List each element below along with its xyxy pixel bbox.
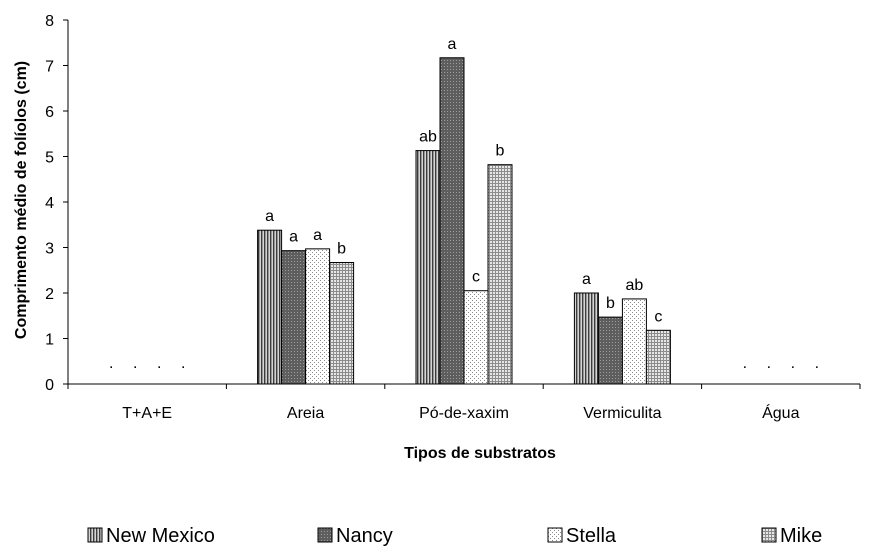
bar-data-label: . <box>743 355 747 372</box>
y-tick-label: 3 <box>45 241 54 258</box>
bar-stella <box>621 298 647 385</box>
bar-mike <box>487 164 513 385</box>
bar-stella <box>463 290 489 385</box>
bar-data-label: a <box>265 208 274 225</box>
y-tick-label: 8 <box>45 13 54 30</box>
bar-mike <box>329 262 355 385</box>
x-tick-label: Areia <box>287 405 324 422</box>
legend: New Mexico Nancy Stella Mike <box>87 525 822 547</box>
bar-stella <box>305 248 331 385</box>
y-axis-title: Comprimento médio de folíolos (cm) <box>13 61 30 339</box>
bar-nancy <box>597 316 623 385</box>
legend-swatch <box>761 527 777 543</box>
bar-data-label: . <box>133 355 137 372</box>
bar-data-label: . <box>767 355 771 372</box>
bar-data-label: c <box>654 308 662 325</box>
legend-swatch <box>547 527 563 543</box>
x-tick-label: Água <box>762 403 799 422</box>
bars <box>257 57 671 385</box>
legend-label: Nancy <box>336 525 393 547</box>
x-axis-title: Tipos de substratos <box>404 445 556 462</box>
bar-data-label: a <box>313 227 322 244</box>
bar-nancy <box>281 250 307 385</box>
x-tick-label: Pó-de-xaxim <box>419 405 509 422</box>
bar-data-label: . <box>109 355 113 372</box>
bar-data-label: a <box>448 36 457 53</box>
legend-label: New Mexico <box>106 525 215 547</box>
bar-data-label: . <box>791 355 795 372</box>
bar-mike <box>645 329 671 385</box>
legend-swatch <box>87 527 103 543</box>
x-tick-label: T+A+E <box>122 405 172 422</box>
y-tick-label: 7 <box>45 59 54 76</box>
axes: 0 1 2 3 4 5 6 7 8 T+A+E Areia Pó-de-xaxim Vermiculit… <box>45 13 861 422</box>
bar-data-label: b <box>337 241 346 258</box>
y-tick-label: 0 <box>45 377 54 394</box>
bar-new-mexico <box>573 292 599 385</box>
bar-data-label: ab <box>419 129 437 146</box>
bar-new-mexico <box>415 150 441 385</box>
bar-data-label: a <box>289 229 298 246</box>
legend-label: Stella <box>566 525 617 547</box>
bar-data-label: a <box>582 271 591 288</box>
legend-label: Mike <box>780 525 822 547</box>
x-tick-label: Vermiculita <box>583 405 661 422</box>
y-tick-label: 4 <box>45 195 54 212</box>
legend-swatch <box>317 527 333 543</box>
bar-data-label: . <box>181 355 185 372</box>
y-tick-label: 2 <box>45 286 54 303</box>
bar-data-label: . <box>157 355 161 372</box>
y-tick-label: 1 <box>45 332 54 349</box>
y-tick-label: 5 <box>45 150 54 167</box>
y-tick-label: 6 <box>45 104 54 121</box>
bar-data-label: c <box>472 269 480 286</box>
bar-data-label: b <box>496 143 505 160</box>
bar-new-mexico <box>257 229 283 385</box>
bar-data-label: . <box>815 355 819 372</box>
bar-nancy <box>439 57 465 385</box>
bar-data-label: b <box>606 295 615 312</box>
bar-data-label: ab <box>626 277 644 294</box>
bar-labels: ... .aa ababacbababc.... <box>109 36 819 372</box>
